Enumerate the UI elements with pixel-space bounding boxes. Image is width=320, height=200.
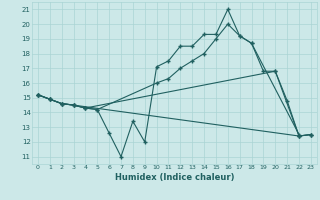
X-axis label: Humidex (Indice chaleur): Humidex (Indice chaleur) — [115, 173, 234, 182]
